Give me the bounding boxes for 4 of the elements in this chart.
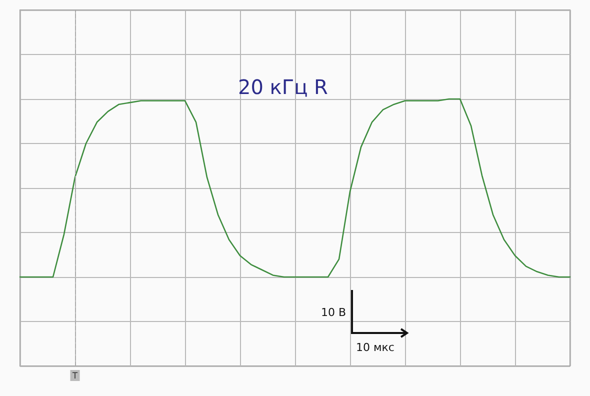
text: 10 В	[320, 306, 346, 319]
text: T	[72, 370, 78, 380]
text: 10 мкс	[356, 341, 394, 354]
chart-title: 20 кГц R	[238, 75, 328, 99]
